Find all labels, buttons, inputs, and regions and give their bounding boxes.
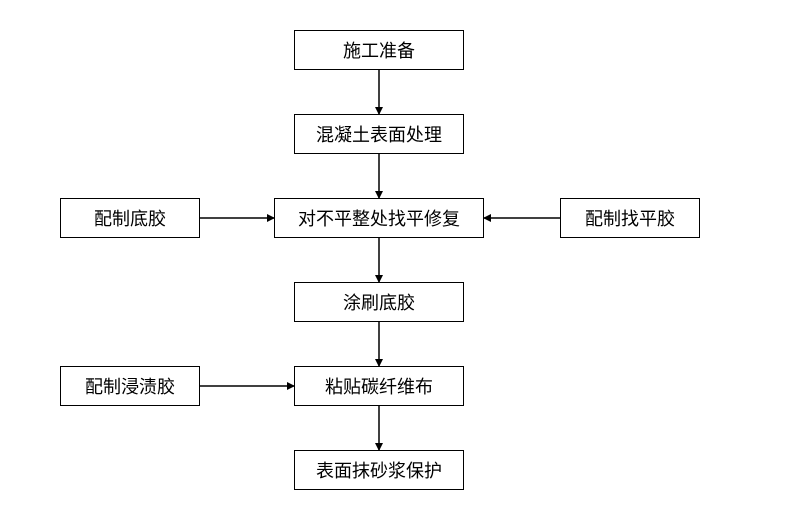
flowchart-node-s2: 配制找平胶 [560,198,700,238]
flowchart-node-label: 施工准备 [343,37,415,63]
flowchart-node-label: 混凝土表面处理 [316,121,442,147]
flowchart-node-s1: 配制底胶 [60,198,200,238]
flowchart-node-label: 粘贴碳纤维布 [325,373,433,399]
flowchart-node-s3: 配制浸渍胶 [60,366,200,406]
flowchart-node-n1: 施工准备 [294,30,464,70]
flowchart-node-n3: 对不平整处找平修复 [274,198,484,238]
flowchart-node-label: 涂刷底胶 [343,289,415,315]
flowchart-node-n6: 表面抹砂浆保护 [294,450,464,490]
flowchart-node-label: 对不平整处找平修复 [298,205,460,231]
flowchart-node-label: 配制找平胶 [585,205,675,231]
flowchart-node-label: 配制浸渍胶 [85,373,175,399]
flowchart-node-label: 配制底胶 [94,205,166,231]
flowchart-node-label: 表面抹砂浆保护 [316,457,442,483]
flowchart-node-n2: 混凝土表面处理 [294,114,464,154]
flowchart-node-n5: 粘贴碳纤维布 [294,366,464,406]
flowchart-node-n4: 涂刷底胶 [294,282,464,322]
